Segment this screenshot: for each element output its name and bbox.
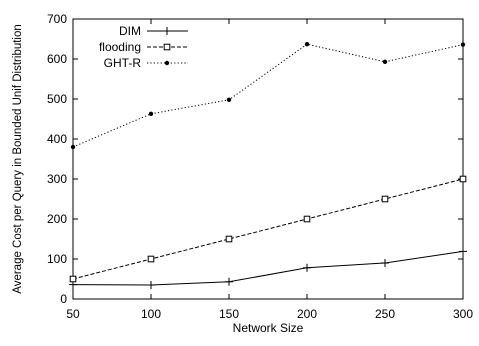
legend-item: GHT-R — [104, 56, 188, 70]
data-point — [147, 255, 155, 263]
legend-marker — [163, 43, 171, 51]
legend-item: flooding — [99, 40, 188, 54]
data-point — [225, 277, 233, 286]
data-point — [147, 281, 155, 289]
legend-marker — [164, 60, 170, 66]
x-tick-label: 300 — [453, 307, 473, 321]
x-tick-label: 100 — [141, 307, 161, 321]
legend: DIM flooding GHT-R — [99, 24, 188, 70]
y-tick-label: 600 — [47, 52, 67, 66]
legend-label: GHT-R — [104, 56, 142, 70]
legend-item: DIM — [119, 24, 188, 38]
data-point — [148, 111, 154, 117]
series-ght-r — [70, 42, 466, 150]
y-tick-label: 400 — [47, 132, 67, 146]
data-point — [303, 215, 311, 223]
data-point — [381, 195, 389, 203]
y-tick-label: 200 — [47, 212, 67, 226]
legend-label: flooding — [99, 40, 141, 54]
series-dim — [69, 247, 467, 289]
y-axis-label: Average Cost per Query in Bounded Unif D… — [12, 24, 24, 294]
legend-label: DIM — [119, 24, 141, 38]
x-tick-label: 50 — [66, 307, 80, 321]
data-point — [459, 175, 467, 183]
series-line — [72, 178, 464, 280]
x-tick-label: 200 — [297, 307, 317, 321]
y-tick-label: 700 — [47, 12, 67, 26]
data-point — [303, 263, 311, 272]
plot-area — [72, 18, 464, 300]
series-flooding — [69, 175, 467, 283]
series-layer — [69, 42, 467, 289]
data-point — [69, 275, 77, 283]
data-point — [225, 235, 233, 243]
data-point — [70, 144, 76, 150]
data-point — [381, 259, 389, 267]
x-tick-label: 150 — [219, 307, 239, 321]
series-line — [72, 250, 464, 286]
x-axis-ticks: 50 100 150 200 250 300 — [66, 19, 473, 321]
data-point — [382, 59, 388, 64]
data-point — [459, 247, 467, 256]
x-axis-label: Network Size — [233, 321, 304, 335]
y-tick-label: 500 — [47, 92, 67, 106]
y-tick-label: 300 — [47, 172, 67, 186]
data-point — [460, 42, 466, 47]
series-line — [72, 43, 464, 148]
plot-frame — [72, 18, 464, 300]
data-point — [226, 97, 232, 103]
legend-marker — [163, 27, 171, 35]
y-tick-label: 0 — [60, 292, 67, 306]
data-point — [304, 42, 310, 47]
y-tick-label: 100 — [47, 252, 67, 266]
x-tick-label: 250 — [375, 307, 395, 321]
